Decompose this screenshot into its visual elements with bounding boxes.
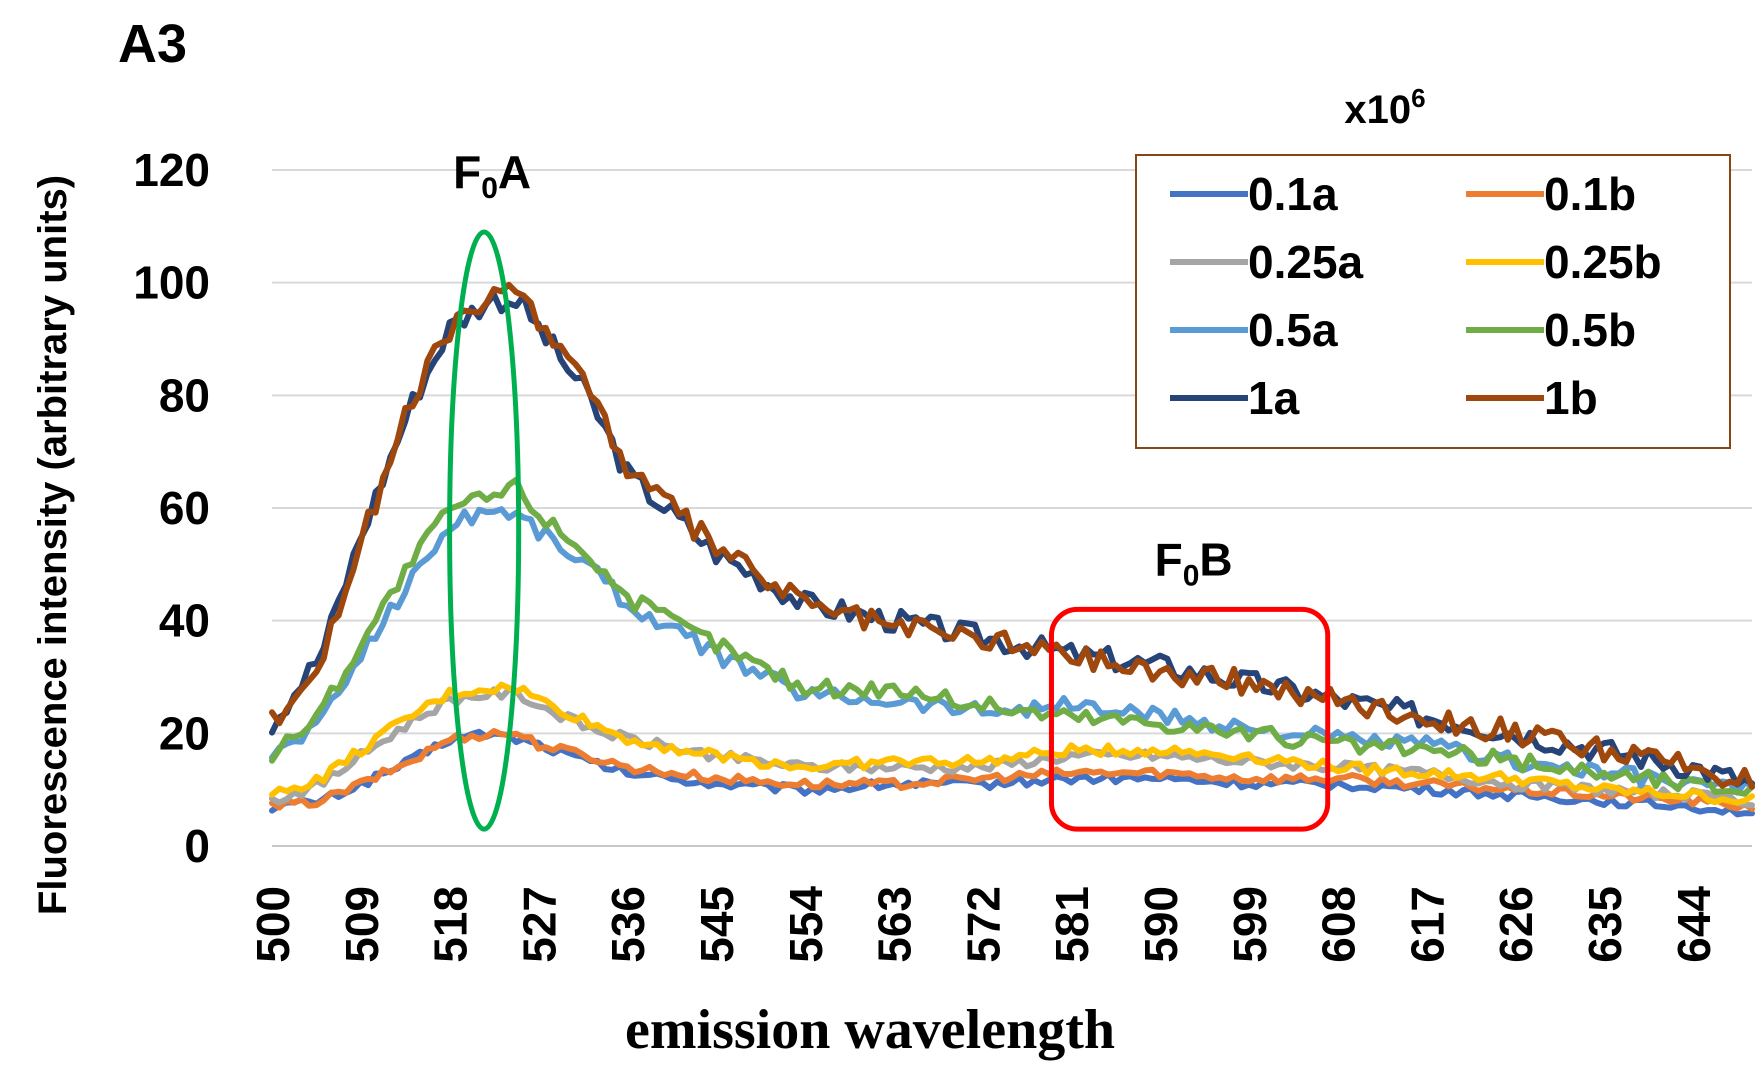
legend-label-0.1b: 0.1b [1544,168,1636,220]
y-axis-title: Fluorescence intensity (arbitrary units) [31,175,75,915]
series-line-0.25a [269,686,1755,809]
annotation-ellipse-f0a [447,229,522,832]
x-tick-label: 509 [336,886,388,963]
legend-title: x106 [1344,83,1425,132]
legend-box [1135,154,1731,449]
x-axis-title: emission wavelength [625,999,1115,1061]
x-tick-label: 644 [1668,886,1720,963]
legend-items: 0.1a 0.1b 0.25a 0.25b 0.5a 0.5b 1a 1b [1170,168,1662,424]
y-tick-label: 100 [133,257,210,309]
series-line-1b [269,281,1755,790]
x-tick-label: 536 [602,886,654,963]
annotation-label-tail: B [1199,533,1232,585]
annotation-label: F0B [1155,533,1233,592]
legend-label-1b: 1b [1544,372,1598,424]
legend-label-1a: 1a [1248,372,1300,424]
y-tick-labels: 0 20 40 60 80 100 120 [133,144,210,872]
legend-title-exponent: 6 [1411,83,1425,113]
legend-title-base: x10 [1344,88,1411,132]
x-tick-label: 626 [1490,886,1542,963]
y-tick-label: 40 [159,595,210,647]
legend-label-0.5b: 0.5b [1544,304,1636,356]
x-tick-label: 545 [691,886,743,963]
panel-label: A3 [118,14,187,74]
legend: x106 0.1a 0.1b 0.25a 0.25b 0.5a 0.5b 1a 1b [1135,83,1731,449]
y-tick-label: 60 [159,482,210,534]
x-tick-label: 590 [1135,886,1187,963]
x-tick-label: 554 [780,886,832,963]
legend-label-0.25a: 0.25a [1248,236,1364,288]
annotation-label-sub: 0 [1183,559,1200,592]
annotation-label-sub: 0 [481,172,498,205]
series-line-0.1b [269,728,1755,812]
legend-label-0.1a: 0.1a [1248,168,1338,220]
x-tick-label: 608 [1313,886,1365,963]
annotation-label-main: F [1155,533,1183,585]
x-tick-labels: 500 509 518 527 536 545 554 563 572 581 590 599 608 6… [247,886,1720,963]
annotation-label: F0A [453,146,531,205]
y-tick-label: 120 [133,144,210,196]
series-line-0.5b [269,476,1755,797]
annotation-box-f0b [1048,606,1331,832]
x-tick-label: 518 [425,886,477,963]
x-tick-label: 563 [869,886,921,963]
legend-label-0.25b: 0.25b [1544,236,1662,288]
x-tick-label: 527 [513,886,565,963]
x-tick-label: 635 [1579,886,1631,963]
x-tick-label: 617 [1401,886,1453,963]
series-line-0.25b [269,681,1755,806]
y-tick-label: 80 [159,369,210,421]
legend-label-0.5a: 0.5a [1248,304,1338,356]
x-tick-label: 599 [1224,886,1276,963]
y-tick-label: 0 [184,820,210,872]
annotation-label-main: F [453,146,481,198]
x-tick-label: 572 [957,886,1009,963]
series-line-0.1a [269,728,1755,818]
y-tick-label: 20 [159,707,210,759]
x-tick-label: 581 [1046,886,1098,963]
x-tick-label: 500 [247,886,299,963]
annotation-label-tail: A [498,146,531,198]
